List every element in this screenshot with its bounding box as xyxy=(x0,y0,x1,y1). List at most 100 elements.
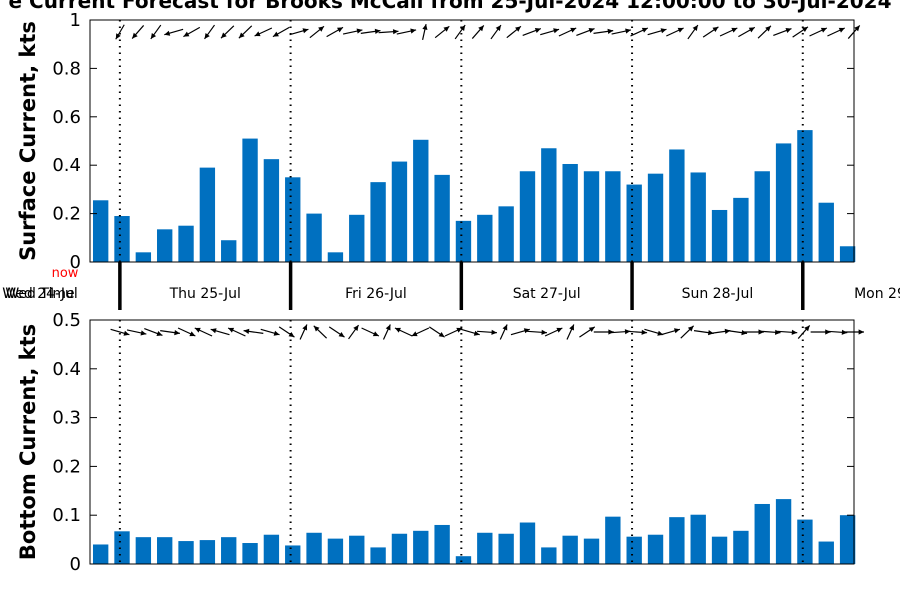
arrow-head xyxy=(302,324,308,331)
bottom-direction-arrow xyxy=(299,324,308,340)
bottom-bar xyxy=(434,524,450,564)
arrow-head xyxy=(625,28,631,34)
arrow-head xyxy=(385,324,391,331)
arrow-head xyxy=(570,27,577,33)
bottom-direction-arrow xyxy=(680,325,695,339)
arrow-head xyxy=(456,327,463,333)
arrow-head xyxy=(774,329,781,335)
bottom-direction-arrow xyxy=(110,328,130,336)
bottom-ytick-label: 0.1 xyxy=(52,505,81,526)
surface-direction-arrow xyxy=(738,26,756,38)
arrow-head xyxy=(302,28,309,34)
bottom-direction-arrow xyxy=(361,327,380,337)
chart-title: e Current Forecast for Brooks McCall fro… xyxy=(8,0,892,13)
arrow-head xyxy=(174,330,180,336)
surface-bar xyxy=(775,143,792,262)
surface-bar xyxy=(647,173,664,262)
bottom-bar xyxy=(349,535,365,564)
arrow-head xyxy=(243,328,250,334)
bottom-bar xyxy=(157,537,173,564)
surface-direction-arrow xyxy=(422,23,428,41)
bottom-ytick-label: 0.3 xyxy=(52,408,81,429)
surface-direction-arrow xyxy=(289,28,309,36)
bottom-direction-arrow xyxy=(444,327,463,337)
surface-direction-arrow xyxy=(220,25,235,39)
arrow-head xyxy=(765,25,771,32)
surface-direction-arrow xyxy=(540,28,560,36)
surface-bar xyxy=(583,171,600,262)
bottom-direction-arrow xyxy=(777,329,798,335)
surface-direction-arrow xyxy=(131,25,145,39)
bottom-bar xyxy=(839,515,856,564)
surface-direction-arrow xyxy=(593,28,614,34)
bottom-bar xyxy=(519,522,536,564)
surface-bar xyxy=(455,220,472,262)
bottom-direction-arrow xyxy=(177,327,196,337)
bottom-direction-arrow xyxy=(476,329,498,335)
arrow-head xyxy=(707,330,714,336)
surface-direction-arrow xyxy=(757,25,772,39)
bottom-direction-arrow xyxy=(144,328,163,336)
bottom-direction-arrow xyxy=(260,328,280,336)
surface-bar xyxy=(242,138,258,262)
surface-direction-arrow xyxy=(360,28,381,34)
bottom-direction-arrow xyxy=(382,324,391,340)
arrow-head xyxy=(410,28,417,34)
surface-direction-arrow xyxy=(647,28,667,36)
bottom-direction-arrow xyxy=(210,328,230,336)
arrow-head xyxy=(515,26,521,32)
surface-bar xyxy=(157,229,173,262)
surface-direction-arrow xyxy=(326,26,344,38)
bottom-direction-arrow xyxy=(760,329,781,335)
arrow-head xyxy=(164,30,171,36)
surface-bar xyxy=(327,252,344,262)
bottom-ytick-label: 0.4 xyxy=(52,359,81,380)
arrow-head xyxy=(731,27,738,33)
arrow-head xyxy=(189,331,196,337)
surface-direction-arrow xyxy=(164,28,184,36)
day-label: Mon 29 xyxy=(854,286,900,302)
bottom-bar xyxy=(711,536,728,564)
bottom-direction-arrow xyxy=(411,327,430,337)
surface-direction-arrow xyxy=(773,28,792,36)
surface-direction-arrow xyxy=(827,27,846,37)
arrow-head xyxy=(553,28,560,34)
surface-direction-arrow xyxy=(809,27,828,37)
bottom-bar xyxy=(647,534,664,564)
surface-bar xyxy=(370,182,386,262)
arrow-head xyxy=(338,331,345,338)
arrow-head xyxy=(534,28,541,33)
arrow-head xyxy=(210,328,217,334)
bottom-direction-arrow xyxy=(797,325,811,339)
bottom-bar xyxy=(583,538,600,564)
arrow-head xyxy=(228,327,235,333)
arrow-head xyxy=(825,329,831,335)
surface-bar xyxy=(221,240,237,262)
arrow-head xyxy=(588,28,595,33)
arrow-head xyxy=(641,27,648,33)
surface-ytick-label: 0 xyxy=(70,252,81,273)
arrow-head xyxy=(394,327,401,333)
surface-current-panel: 0 0.2 0.4 0.6 0.8 1 Surface Current, kts xyxy=(16,10,861,273)
surface-direction-arrow xyxy=(630,27,649,37)
arrow-head xyxy=(556,327,563,333)
arrow-head xyxy=(272,31,279,37)
arrow-head xyxy=(273,330,280,336)
arrow-head xyxy=(254,31,261,37)
bottom-bar xyxy=(797,519,813,564)
arrow-head xyxy=(491,329,497,335)
arrow-head xyxy=(748,27,755,33)
bottom-direction-arrow xyxy=(394,327,413,337)
bottom-direction-arrow xyxy=(499,324,508,340)
surface-ytick-label: 0.2 xyxy=(52,204,81,225)
surface-bar xyxy=(285,177,301,262)
surface-frame xyxy=(89,19,855,263)
bottom-bar xyxy=(498,533,514,564)
day-label: Sun 28-Jul xyxy=(682,286,754,302)
surface-bar xyxy=(391,161,408,262)
surface-direction-arrow xyxy=(115,24,125,40)
surface-direction-arrow xyxy=(254,27,273,37)
arrow-head xyxy=(758,329,764,335)
surface-direction-arrow xyxy=(558,27,577,37)
surface-ytick-label: 0.4 xyxy=(52,155,81,176)
